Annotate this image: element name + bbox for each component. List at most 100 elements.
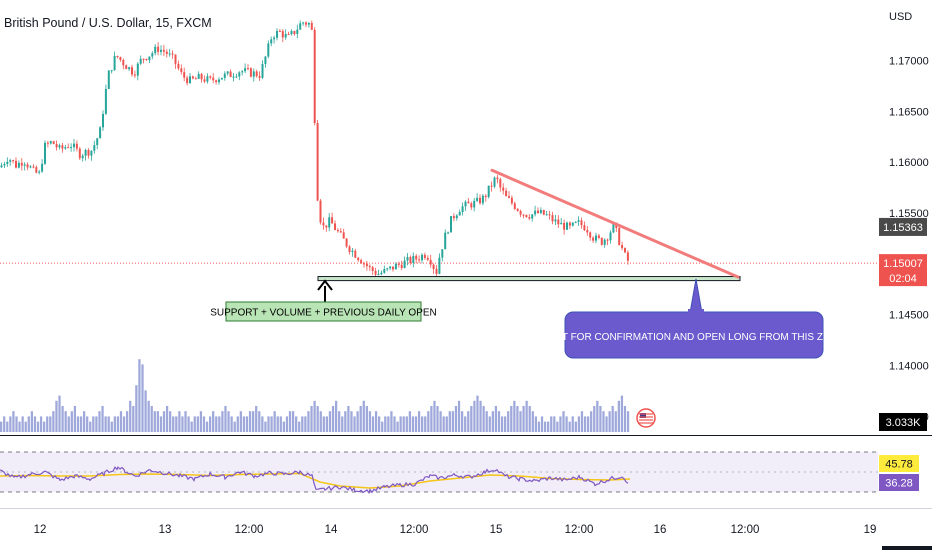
support-arrow-head	[317, 279, 333, 291]
candle-body	[363, 263, 365, 265]
volume-bar	[291, 411, 295, 432]
volume-bar	[513, 400, 516, 432]
volume-bar	[485, 411, 488, 432]
candle-body	[104, 88, 107, 114]
candle-body	[577, 220, 580, 222]
candle-body	[215, 80, 218, 83]
volume-bar	[540, 416, 544, 432]
time-tick-label: 16	[654, 524, 667, 536]
candle-body	[276, 30, 278, 38]
volume-bar	[43, 421, 46, 432]
volume-bar	[153, 411, 156, 432]
volume-bar	[98, 411, 101, 432]
volume-bar	[510, 406, 513, 432]
candle-body	[293, 31, 296, 34]
support-zone	[317, 276, 741, 282]
candle-body	[110, 70, 113, 72]
candle-body	[287, 34, 290, 36]
candle-body	[403, 260, 406, 268]
volume-bar	[0, 421, 3, 432]
candle-body	[447, 232, 450, 234]
candle-body	[319, 200, 322, 223]
candle-body	[244, 68, 247, 72]
candle-body	[566, 222, 568, 230]
volume-bar	[531, 411, 534, 432]
volume-bar	[359, 406, 362, 432]
volume-bar	[202, 416, 206, 432]
volume-bar	[365, 406, 368, 432]
volume-bar	[39, 416, 43, 432]
volume-bar	[3, 416, 6, 432]
candle-body	[618, 227, 621, 246]
candle-body	[479, 197, 481, 204]
candle-body	[162, 49, 165, 52]
candle-body	[368, 266, 371, 268]
volume-bar	[571, 416, 574, 432]
volume-bar	[491, 411, 494, 432]
volume-bar	[15, 416, 18, 432]
volume-bar	[626, 411, 630, 432]
candle-body	[493, 177, 496, 187]
candle-body	[528, 217, 531, 219]
candle-body	[568, 222, 571, 226]
volume-bar	[402, 416, 405, 432]
volume-bar	[331, 406, 335, 432]
rsi-value-badge	[879, 474, 919, 491]
support-annotation-box	[225, 301, 422, 322]
volume-bar	[528, 406, 531, 432]
candle-body	[154, 46, 157, 54]
candle-body	[325, 225, 328, 228]
price-tick-label: 1.16000	[889, 157, 929, 169]
volume-bar	[433, 400, 436, 432]
candle-body	[131, 67, 133, 75]
candle-body	[409, 257, 412, 263]
candle-body	[487, 185, 490, 197]
candle-body	[551, 215, 554, 222]
volume-bar	[129, 400, 132, 432]
callout-joint	[688, 309, 704, 314]
candle-body	[519, 210, 522, 215]
candle-body	[513, 203, 516, 209]
volume-bar	[107, 416, 110, 432]
volume-bar	[623, 406, 627, 432]
candle-body	[157, 46, 160, 52]
volume-bar	[27, 416, 30, 432]
rsi-ma-badge	[879, 455, 919, 472]
volume-bar	[427, 411, 430, 432]
candle-body	[595, 235, 597, 241]
volume-bar	[49, 416, 52, 432]
volume-bar	[92, 416, 95, 432]
volume-bar	[445, 416, 448, 432]
candle-body	[177, 63, 180, 69]
price-tick-label: 1.16500	[889, 106, 929, 118]
volume-bar	[205, 421, 209, 432]
volume-bar	[334, 400, 338, 432]
candle-body	[261, 64, 264, 78]
axis-corner-marker	[882, 546, 932, 550]
candle-body	[374, 270, 377, 275]
candle-body	[339, 231, 342, 233]
candle-body	[316, 123, 319, 201]
volume-bar	[620, 395, 624, 432]
volume-bar	[313, 400, 316, 432]
candle-body	[499, 179, 502, 188]
candle-body	[278, 30, 281, 32]
volume-bar	[52, 411, 55, 432]
volume-bar	[599, 406, 602, 432]
volume-bar	[55, 400, 58, 432]
volume-bar	[325, 416, 329, 432]
candle-body	[580, 220, 583, 226]
volume-bar	[82, 411, 86, 432]
volume-bar	[73, 406, 77, 432]
candle-body	[470, 203, 473, 208]
volume-bar	[86, 416, 89, 432]
candle-body	[505, 190, 508, 197]
candle-body	[539, 209, 542, 213]
candle-body	[502, 187, 505, 191]
volume-bar	[451, 411, 455, 432]
candle-body	[467, 201, 470, 204]
price-tick-label: 1.17000	[889, 56, 929, 68]
volume-bar	[608, 411, 611, 432]
volume-bar	[387, 416, 390, 432]
